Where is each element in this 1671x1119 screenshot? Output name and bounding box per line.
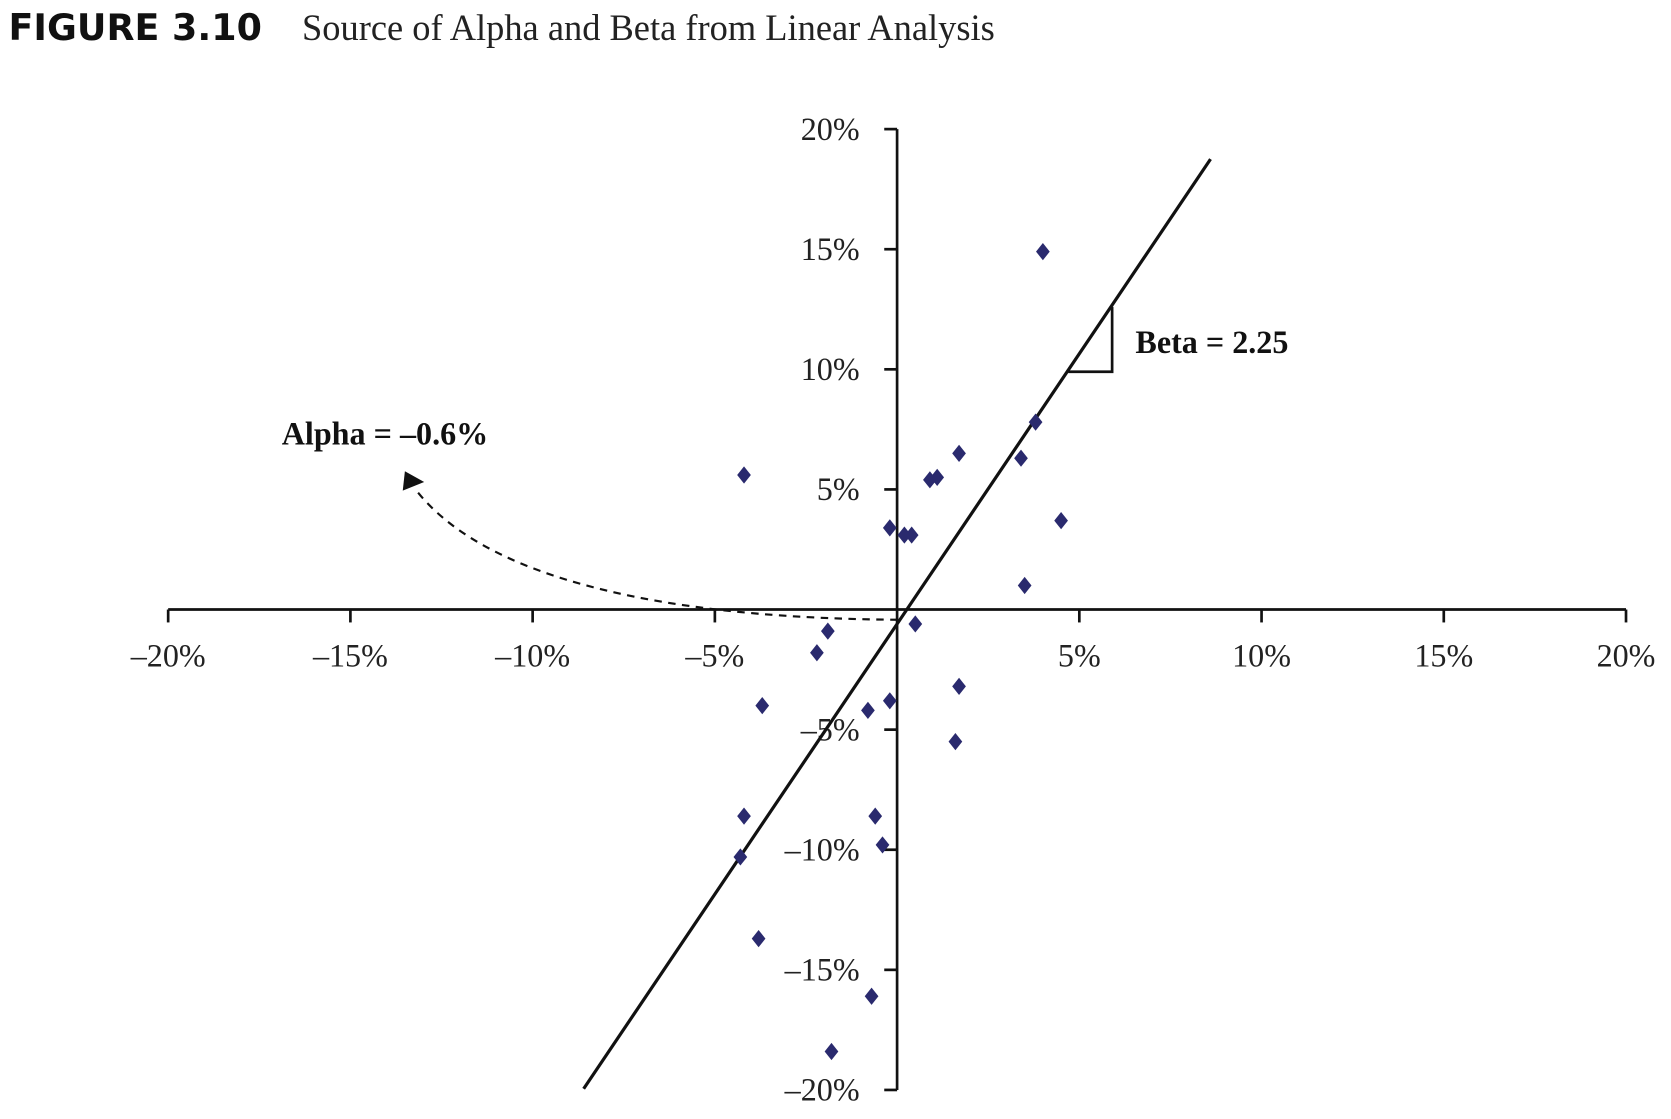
- alpha-arrow-head: [402, 471, 425, 491]
- y-tick-label: 10%: [801, 351, 860, 387]
- y-tick-label: –10%: [784, 831, 860, 867]
- x-tick-label: –5%: [684, 637, 744, 673]
- data-point: [882, 519, 897, 537]
- x-tick-label: –15%: [312, 637, 388, 673]
- data-point: [948, 733, 963, 751]
- data-points: [733, 243, 1068, 1061]
- regression-line: [582, 158, 1212, 1090]
- y-tick-label: 20%: [801, 111, 860, 147]
- regression-line-group: [582, 158, 1212, 1090]
- data-point: [810, 644, 824, 662]
- figure-label: FIGURE 3.10: [9, 6, 262, 49]
- figure-title: Source of Alpha and Beta from Linear Ana…: [302, 7, 995, 48]
- data-point: [751, 930, 766, 948]
- y-tick-label: 5%: [817, 471, 860, 507]
- slope-triangle-group: [1068, 306, 1114, 374]
- x-tick-label: 20%: [1597, 637, 1656, 673]
- data-point: [882, 692, 897, 710]
- x-tick-label: 15%: [1414, 637, 1473, 673]
- data-point: [755, 697, 770, 715]
- data-point: [824, 1042, 839, 1061]
- x-tick-label: 10%: [1232, 637, 1291, 673]
- data-point: [820, 622, 835, 640]
- data-point: [861, 701, 875, 720]
- data-point: [1036, 243, 1050, 261]
- data-point: [952, 677, 966, 696]
- data-point: [737, 807, 751, 825]
- slope-triangle: [1068, 306, 1114, 374]
- axes: [166, 127, 1628, 1092]
- data-point: [1017, 576, 1032, 595]
- data-point: [1014, 449, 1028, 467]
- data-point: [864, 987, 879, 1005]
- alpha-annotation: Alpha = –0.6%: [282, 415, 489, 451]
- data-point: [737, 466, 751, 484]
- tick-labels: –20% –15% –10% –5% 5% 10% 15% 20% 20% 15% 10% 5% –5%…: [130, 111, 1656, 1108]
- x-tick-label: –10%: [494, 637, 570, 673]
- alpha-arrow-curve: [414, 488, 898, 621]
- data-point: [952, 444, 966, 463]
- y-tick-label: –20%: [784, 1072, 860, 1108]
- x-tick-label: –20%: [130, 637, 206, 673]
- data-point: [868, 807, 883, 825]
- data-point: [908, 615, 923, 633]
- y-tick-label: –15%: [784, 952, 860, 988]
- y-tick-label: –5%: [800, 711, 860, 747]
- x-tick-label: 5%: [1058, 637, 1101, 673]
- y-tick-label: 15%: [801, 231, 860, 267]
- data-point: [904, 526, 919, 544]
- beta-annotation: Beta = 2.25: [1135, 324, 1288, 360]
- data-point: [1054, 512, 1068, 530]
